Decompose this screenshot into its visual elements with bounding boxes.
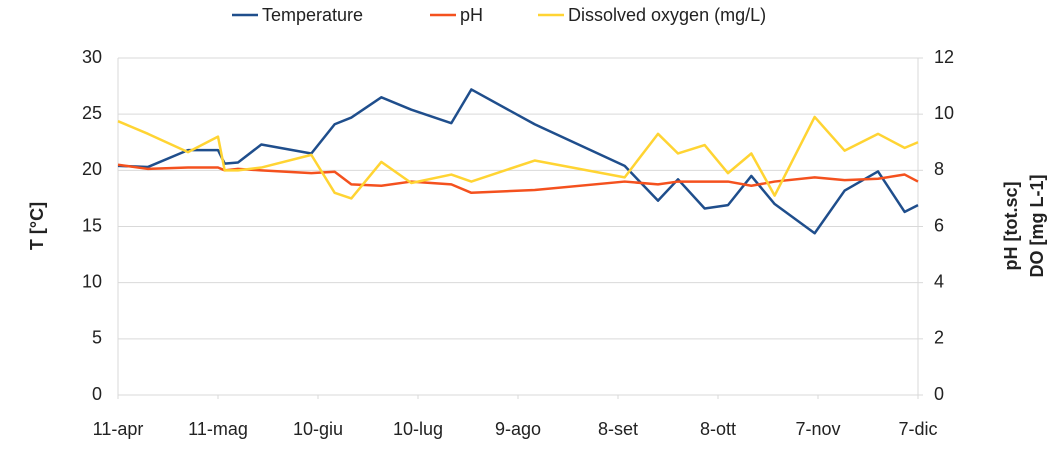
series-line	[117, 115, 919, 200]
x-tick-label: 7-dic	[898, 419, 937, 439]
x-tick-label: 9-ago	[495, 419, 541, 439]
y-tick-label: 0	[92, 384, 102, 404]
y-tick-label: 15	[82, 215, 102, 235]
y2-axis-title: pH [tot.sc]	[1001, 182, 1021, 271]
y-axis-title: T [°C]	[27, 202, 47, 250]
y2-axis-title: DO [mg L-1]	[1027, 175, 1047, 278]
x-tick-label: 8-ott	[700, 419, 736, 439]
series-line	[117, 88, 919, 235]
y2-tick-label: 0	[934, 384, 944, 404]
x-tick-label: 11-apr	[93, 419, 144, 439]
x-tick-label: 8-set	[598, 419, 638, 439]
x-tick-label: 10-lug	[393, 419, 443, 439]
legend-label: Temperature	[262, 5, 363, 25]
legend-label: Dissolved oxygen (mg/L)	[568, 5, 766, 25]
y-tick-label: 5	[92, 328, 102, 348]
y2-tick-label: 6	[934, 215, 944, 235]
y2-tick-label: 2	[934, 328, 944, 348]
y-tick-label: 30	[82, 47, 102, 67]
y2-tick-label: 8	[934, 159, 944, 179]
y-tick-label: 20	[82, 159, 102, 179]
y2-tick-label: 12	[934, 47, 954, 67]
y2-tick-label: 10	[934, 103, 954, 123]
y-tick-label: 10	[82, 271, 102, 291]
y-tick-label: 25	[82, 103, 102, 123]
y2-tick-label: 4	[934, 271, 944, 291]
x-tick-label: 10-giu	[293, 419, 343, 439]
series-line	[117, 163, 919, 195]
x-tick-label: 7-nov	[795, 419, 840, 439]
legend-label: pH	[460, 5, 483, 25]
x-tick-label: 11-mag	[188, 419, 248, 439]
